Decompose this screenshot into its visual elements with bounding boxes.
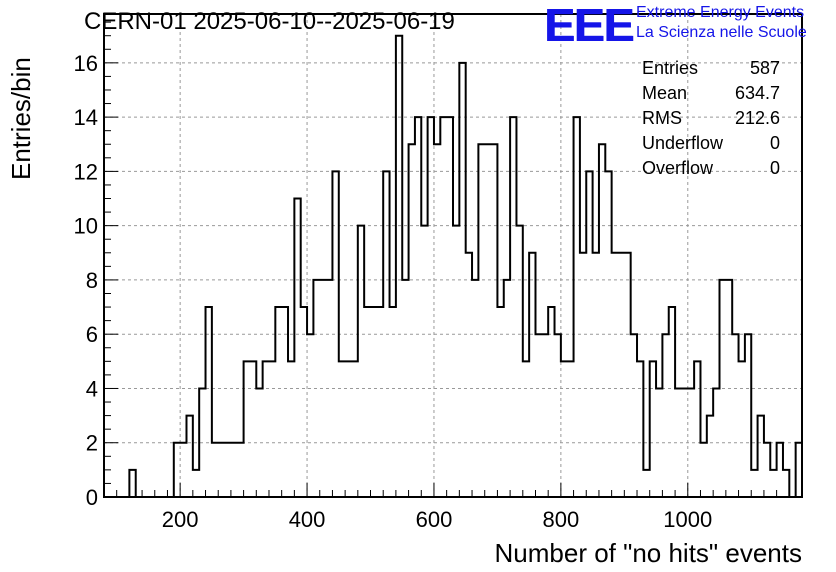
stat-row-entries: Entries 587 [642, 58, 780, 83]
stat-value: 0 [769, 158, 780, 178]
stat-row-mean: Mean 634.7 [642, 83, 780, 108]
y-tick-label: 16 [74, 51, 98, 76]
y-tick-label: 12 [74, 159, 98, 184]
x-tick-label: 400 [289, 507, 326, 532]
chart-title: CERN-01 2025-06-10--2025-06-19 [84, 8, 455, 35]
y-axis-label: Entries/bin [6, 57, 36, 180]
eee-logo-line2: La Scienza nelle Scuole [636, 24, 807, 41]
eee-logo-line1: Extreme Energy Events [636, 4, 805, 21]
stat-name: Entries [642, 58, 699, 78]
y-tick-label: 14 [74, 105, 98, 130]
stats-box: Entries 587 Mean 634.7 RMS 212.6 Underfl… [642, 58, 780, 183]
stat-row-overflow: Overflow 0 [642, 158, 780, 183]
stat-value: 212.6 [734, 108, 780, 128]
stat-name: Underflow [642, 133, 724, 153]
y-tick-label: 0 [86, 485, 98, 510]
tick-labels: 200 400 600 800 1000 0 2 4 6 8 10 12 14 16 [74, 51, 713, 532]
stat-name: RMS [642, 108, 682, 128]
axis-ticks [104, 21, 790, 498]
x-tick-label: 1000 [663, 507, 712, 532]
stat-name: Overflow [642, 158, 714, 178]
y-tick-label: 6 [86, 322, 98, 347]
eee-logo-mark: EEE [544, 0, 634, 51]
x-tick-label: 600 [416, 507, 453, 532]
stat-name: Mean [642, 83, 688, 103]
y-tick-label: 2 [86, 431, 98, 456]
y-tick-label: 4 [86, 376, 98, 401]
x-tick-label: 800 [543, 507, 580, 532]
histogram-series [104, 34, 803, 498]
stat-value: 587 [749, 58, 780, 78]
y-tick-label: 10 [74, 214, 98, 239]
x-tick-label: 200 [162, 507, 199, 532]
x-axis-label: Number of "no hits" events [494, 538, 803, 568]
stat-value: 0 [769, 133, 780, 153]
y-tick-label: 8 [86, 268, 98, 293]
stat-row-rms: RMS 212.6 [642, 108, 780, 133]
stat-value: 634.7 [734, 83, 780, 103]
plot-frame [103, 13, 803, 498]
stat-row-underflow: Underflow 0 [642, 133, 780, 158]
